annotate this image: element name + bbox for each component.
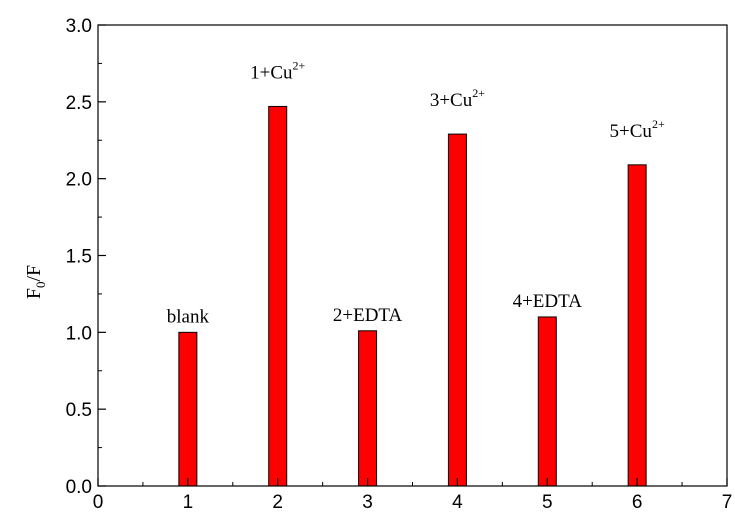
y-tick-label-0.0: 0.0 [66, 477, 92, 498]
y-tick-label-1.5: 1.5 [66, 247, 92, 268]
bar-annotation-1: blank [167, 306, 210, 327]
bar-2 [268, 105, 288, 487]
bar-1 [178, 331, 198, 487]
y-tick-label-2.0: 2.0 [66, 170, 92, 191]
x-tick-label-1: 1 [183, 492, 194, 513]
bar-annotation-6: 5+Cu2+ [610, 117, 665, 142]
y-axis-title-sub: 0 [33, 282, 48, 289]
annotations-group: blank 1+Cu2+ 2+EDTA 3+Cu2+ 4+EDTA 5+Cu2+ [167, 58, 665, 327]
y-tick-label-1.0: 1.0 [66, 323, 92, 344]
bars-group [178, 105, 647, 487]
bar-3 [358, 330, 378, 487]
x-tick-label-7: 7 [722, 492, 733, 513]
bar-annotation-5: 4+EDTA [513, 291, 583, 312]
x-tick-label-0: 0 [93, 492, 104, 513]
y-axis-title-tail: /F [23, 265, 45, 282]
ticks-group: 0 1 2 3 4 5 6 7 0.0 0.5 1.0 1.5 2.0 2.5 3.0 [66, 16, 733, 513]
y-tick-label-2.5: 2.5 [66, 93, 92, 114]
x-tick-label-4: 4 [452, 492, 463, 513]
y-tick-label-0.5: 0.5 [66, 400, 92, 421]
bar-annotation-4: 3+Cu2+ [430, 86, 485, 111]
x-tick-label-5: 5 [542, 492, 553, 513]
bar-6 [627, 164, 647, 487]
y-tick-label-3.0: 3.0 [66, 16, 92, 37]
bar-5 [537, 316, 557, 487]
bar-annotation-2: 1+Cu2+ [250, 58, 305, 83]
bar-4 [447, 133, 467, 487]
bar-annotation-3: 2+EDTA [333, 305, 403, 326]
x-tick-label-2: 2 [272, 492, 283, 513]
x-tick-label-6: 6 [632, 492, 643, 513]
y-axis-title-main: F [23, 288, 45, 299]
x-tick-label-3: 3 [362, 492, 373, 513]
y-axis-title: F0/F [23, 265, 48, 299]
